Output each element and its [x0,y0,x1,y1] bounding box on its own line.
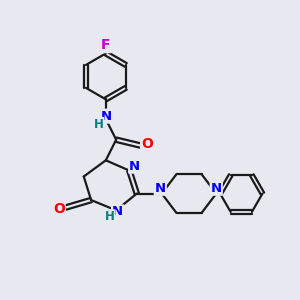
Text: N: N [129,160,140,173]
Text: O: O [141,137,153,151]
Text: H: H [94,118,103,131]
Text: F: F [101,38,111,52]
Text: N: N [112,205,123,218]
Text: H: H [105,210,115,223]
Text: O: O [53,202,65,216]
Text: N: N [100,110,111,123]
Text: N: N [155,182,166,195]
Text: N: N [211,182,222,195]
